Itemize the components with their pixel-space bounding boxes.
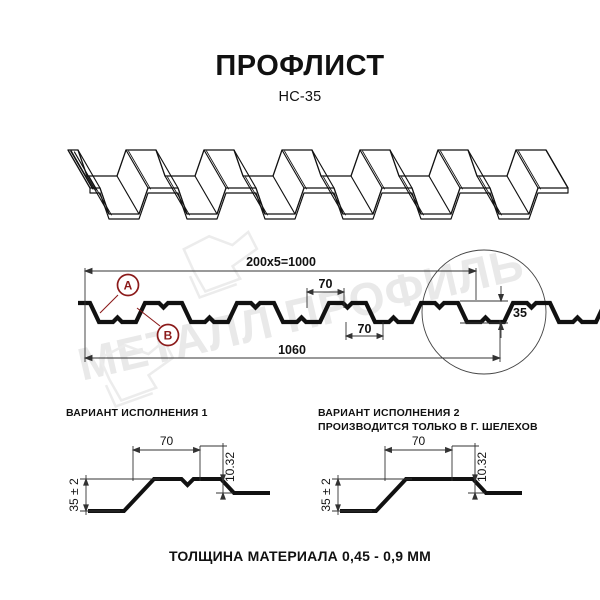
iso-rib-line	[70, 150, 93, 190]
watermark-logo-lower	[98, 338, 175, 409]
iso-fold-line	[359, 149, 383, 189]
iso-rib-line	[206, 150, 229, 190]
iso-fold-line	[467, 149, 491, 189]
iso-rib-line	[128, 150, 151, 190]
iso-fold-line	[77, 149, 101, 189]
callout-b-circle	[156, 323, 180, 347]
profile-polyline	[78, 300, 600, 325]
iso-rib-line	[284, 150, 307, 190]
iso-fold-line	[116, 175, 140, 215]
variant-2-title: ВАРИАНТ ИСПОЛНЕНИЯ 2	[318, 407, 460, 419]
iso-fold-line	[272, 175, 296, 215]
variant-2-dimension-height	[332, 475, 412, 515]
iso-sheet-underside	[89, 192, 569, 220]
dimension-valley-width-label: 70	[358, 322, 372, 336]
variant-2-detail: 70 10.32 35 ± 2	[319, 434, 522, 515]
callout-a[interactable]: A	[99, 273, 140, 314]
iso-fold-line	[125, 149, 149, 189]
iso-rib-line	[89, 176, 112, 216]
variant-1-dimension-flange-label: 10.32	[223, 452, 237, 482]
dimension-crest-width-label: 70	[319, 277, 333, 291]
dimension-useful-width	[83, 267, 478, 320]
iso-fold-line	[281, 149, 305, 189]
variant-1-dimension-top-width	[131, 446, 202, 481]
iso-rib-line	[401, 176, 424, 216]
dimension-height	[460, 286, 508, 338]
iso-rib-line	[518, 150, 541, 190]
variant-1-dimension-height-label: 35 ± 2	[67, 478, 81, 512]
dimension-height-label: 35	[513, 306, 527, 320]
dimension-total-width-label: 1060	[278, 343, 306, 357]
iso-fold-line	[233, 149, 257, 189]
variant-2-subtitle: ПРОИЗВОДИТСЯ ТОЛЬКО В Г. ШЕЛЕХОВ	[318, 421, 538, 433]
watermark-logo-upper	[182, 229, 259, 300]
iso-fold-line	[203, 149, 227, 189]
variant-1-dimension-height	[80, 475, 160, 515]
variant-2-dimension-height-label: 35 ± 2	[319, 478, 333, 512]
iso-edge-thickness-line	[73, 151, 97, 191]
iso-fold-line	[437, 149, 461, 189]
iso-fold-line	[194, 175, 218, 215]
iso-fold-line	[428, 175, 452, 215]
iso-fold-line	[515, 149, 539, 189]
iso-rib-line	[245, 176, 268, 216]
variant-2-dimension-flange-label: 10.32	[475, 452, 489, 482]
iso-edge-thickness-line	[70, 150, 94, 190]
iso-fold-line	[350, 175, 374, 215]
page-subtitle: НС-35	[278, 89, 322, 105]
iso-rib-line	[479, 176, 502, 216]
variant-1-title: ВАРИАНТ ИСПОЛНЕНИЯ 1	[66, 407, 208, 419]
dimension-valley-width	[344, 322, 385, 340]
variant-2-dimension-flange	[452, 443, 485, 500]
iso-fold-line	[389, 149, 413, 189]
iso-fold-line	[545, 149, 569, 189]
variant-1-profile-polyline	[88, 477, 270, 513]
variant-1-dimension-top-width-label: 70	[160, 434, 174, 448]
variant-1-dimension-flange	[200, 443, 233, 500]
callout-a-label: A	[124, 279, 133, 293]
profile-cross-section: 200x5=1000 1060 70 70	[78, 249, 600, 375]
callout-b[interactable]: B	[136, 307, 180, 347]
callout-a-circle	[116, 273, 140, 297]
iso-rib-line	[440, 150, 463, 190]
variant-2-profile-polyline	[340, 477, 522, 513]
profiled-sheet-3d-view	[67, 149, 569, 220]
variant-1-detail: 70 10.32 35 ± 2	[67, 434, 270, 515]
callout-a-leader	[99, 294, 119, 314]
iso-fold-line	[311, 149, 335, 189]
iso-rib-line	[167, 176, 190, 216]
iso-rib-line	[362, 150, 385, 190]
footer-note: ТОЛЩИНА МАТЕРИАЛА 0,45 - 0,9 ММ	[168, 548, 432, 564]
callout-b-leader	[136, 307, 161, 327]
page-title: ПРОФЛИСТ	[215, 50, 385, 82]
dimension-useful-width-label: 200x5=1000	[246, 255, 316, 269]
callout-b-label: B	[164, 329, 173, 343]
detail-magnifier-circle	[421, 249, 547, 375]
dimension-crest-width	[305, 288, 346, 308]
variant-2-dimension-top-width	[383, 446, 454, 481]
iso-fold-line	[155, 149, 179, 189]
iso-fold-line	[506, 175, 530, 215]
iso-rib-line	[323, 176, 346, 216]
variant-2-dimension-top-width-label: 70	[412, 434, 426, 448]
